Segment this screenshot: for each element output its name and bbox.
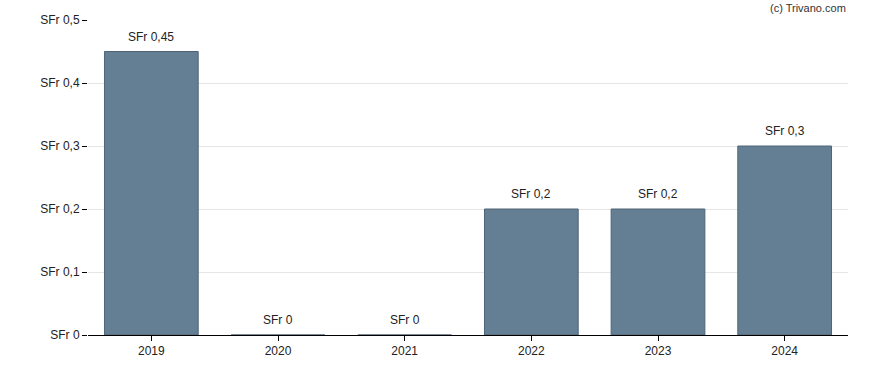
svg-text:2023: 2023 bbox=[645, 344, 672, 358]
svg-text:2024: 2024 bbox=[771, 344, 798, 358]
svg-text:SFr 0: SFr 0 bbox=[50, 328, 80, 342]
svg-text:SFr 0: SFr 0 bbox=[390, 313, 420, 327]
svg-text:SFr 0,3: SFr 0,3 bbox=[765, 124, 805, 138]
svg-text:2020: 2020 bbox=[265, 344, 292, 358]
svg-text:SFr 0,3: SFr 0,3 bbox=[40, 139, 80, 153]
svg-text:SFr 0,2: SFr 0,2 bbox=[638, 187, 678, 201]
svg-text:2021: 2021 bbox=[391, 344, 418, 358]
svg-text:(c) Trivano.com: (c) Trivano.com bbox=[770, 2, 846, 14]
svg-text:2019: 2019 bbox=[138, 344, 165, 358]
svg-text:SFr 0,2: SFr 0,2 bbox=[511, 187, 551, 201]
svg-text:SFr 0,4: SFr 0,4 bbox=[40, 76, 80, 90]
svg-text:SFr 0: SFr 0 bbox=[263, 313, 293, 327]
svg-text:SFr 0,5: SFr 0,5 bbox=[40, 13, 80, 27]
svg-text:2022: 2022 bbox=[518, 344, 545, 358]
svg-text:SFr 0,45: SFr 0,45 bbox=[128, 30, 174, 44]
svg-text:SFr 0,2: SFr 0,2 bbox=[40, 202, 80, 216]
svg-text:SFr 0,1: SFr 0,1 bbox=[40, 265, 80, 279]
